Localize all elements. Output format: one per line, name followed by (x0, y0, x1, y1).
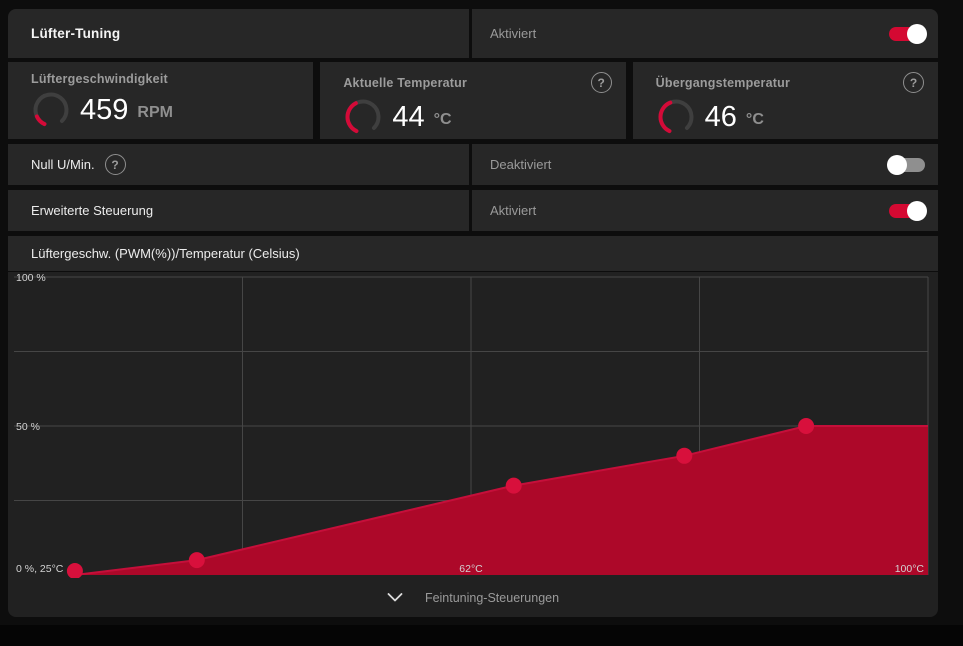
current-temp-gauge (345, 99, 381, 134)
transition-temp-value: 46 (704, 100, 737, 133)
zero-rpm-row: Null U/Min. ? Deaktiviert (8, 144, 938, 185)
help-icon[interactable]: ? (104, 154, 126, 175)
help-icon[interactable]: ? (590, 72, 612, 93)
curve-point[interactable] (798, 418, 815, 434)
transition-temp-gauge (658, 99, 694, 134)
bottom-bar (0, 625, 963, 646)
zero-rpm-label: Null U/Min. (31, 157, 95, 172)
toggle-knob (907, 23, 927, 44)
fan-tuning-row: Lüfter-Tuning Aktiviert (8, 9, 938, 58)
fine-tuning-expander[interactable]: Feintuning-Steuerungen (8, 578, 938, 617)
origin-label: 0 %, 25°C (16, 563, 64, 575)
x-axis-mid-label: 62°C (459, 563, 483, 575)
advanced-control-status-cell: Aktiviert (472, 190, 938, 231)
fan-speed-value: 459 (80, 93, 129, 126)
y-axis-100-label: 100 % (16, 272, 46, 284)
advanced-control-label: Erweiterte Steuerung (31, 203, 154, 218)
fan-curve-area (66, 418, 928, 578)
fan-speed-unit: RPM (137, 104, 173, 121)
current-temp-title: Aktuelle Temperatur (343, 75, 468, 90)
fan-speed-title: Lüftergeschwindigkeit (31, 72, 168, 86)
fan-speed-card: Lüftergeschwindigkeit 459 RPM (8, 62, 314, 139)
chart-header-cell: Lüftergeschw. (PWM(%))/Temperatur (Celsi… (8, 236, 938, 271)
fan-curve-plot[interactable]: 100 % 50 % 0 %, 25°C 62°C 100°C (8, 272, 938, 578)
help-icon[interactable]: ? (902, 72, 924, 93)
advanced-control-status: Aktiviert (490, 203, 537, 218)
curve-point[interactable] (676, 447, 693, 464)
x-axis-max-label: 100°C (895, 563, 925, 575)
fan-speed-gauge (33, 92, 69, 127)
metrics-row: Lüftergeschwindigkeit 459 RPM Aktuelle T… (8, 62, 938, 139)
advanced-control-title-cell: Erweiterte Steuerung (8, 190, 469, 231)
toggle-knob (887, 154, 907, 175)
y-axis-50-label: 50 % (16, 421, 40, 433)
fan-tuning-status: Aktiviert (490, 26, 537, 41)
toggle-knob (907, 200, 927, 221)
advanced-control-row: Erweiterte Steuerung Aktiviert (8, 190, 938, 231)
zero-rpm-status-cell: Deaktiviert (472, 144, 938, 185)
current-temp-unit: °C (433, 111, 452, 128)
current-temp-value: 44 (392, 100, 425, 133)
fan-tuning-toggle[interactable] (889, 23, 927, 44)
zero-rpm-title-cell: Null U/Min. ? (8, 144, 469, 185)
current-temp-card: Aktuelle Temperatur ? 44 °C (320, 62, 626, 139)
curve-point[interactable] (66, 563, 83, 578)
zero-rpm-status: Deaktiviert (490, 157, 552, 172)
chart-header-label: Lüftergeschw. (PWM(%))/Temperatur (Celsi… (31, 246, 300, 261)
chart-header-row: Lüftergeschw. (PWM(%))/Temperatur (Celsi… (8, 236, 938, 271)
fan-tuning-label: Lüfter-Tuning (31, 26, 121, 41)
zero-rpm-toggle[interactable] (887, 154, 925, 175)
chevron-down-icon (387, 593, 403, 602)
advanced-control-toggle[interactable] (889, 200, 927, 221)
fan-tuning-title-cell: Lüfter-Tuning (8, 9, 469, 58)
transition-temp-title: Übergangstemperatur (655, 75, 791, 90)
curve-point[interactable] (188, 552, 205, 569)
fan-tuning-status-cell: Aktiviert (472, 9, 938, 58)
fine-tuning-label: Feintuning-Steuerungen (424, 590, 560, 605)
transition-temp-unit: °C (745, 111, 764, 128)
fan-curve-chart[interactable]: 100 % 50 % 0 %, 25°C 62°C 100°C Feintuni… (8, 272, 938, 617)
transition-temp-card: Übergangstemperatur ? 46 °C (632, 62, 938, 139)
curve-point[interactable] (505, 477, 522, 494)
